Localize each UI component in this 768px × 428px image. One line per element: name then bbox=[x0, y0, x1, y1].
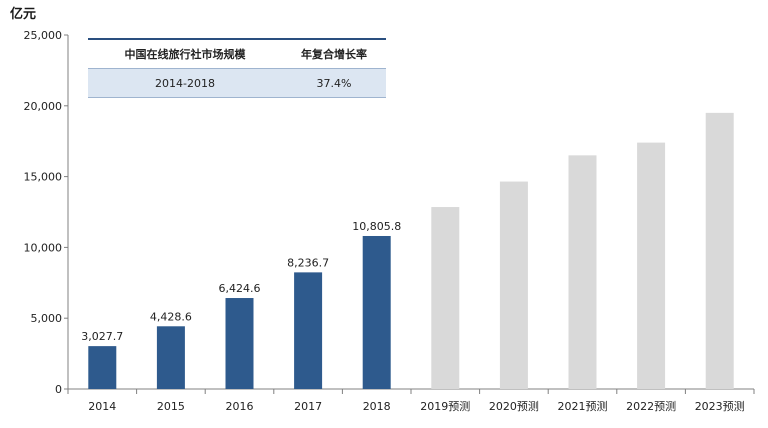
forecast-bar bbox=[705, 112, 734, 389]
actual-bar bbox=[225, 298, 254, 389]
x-category-label: 2021预测 bbox=[558, 400, 608, 413]
bar-data-label: 8,236.7 bbox=[287, 256, 329, 269]
cagr-table: 中国在线旅行社市场规模 年复合增长率 2014-2018 37.4% bbox=[88, 38, 386, 98]
y-tick-label: 10,000 bbox=[24, 241, 63, 254]
x-category-label: 2022预测 bbox=[626, 400, 676, 413]
actual-bar bbox=[88, 346, 117, 389]
x-category-label: 2016 bbox=[226, 400, 254, 413]
cagr-table-row: 2014-2018 37.4% bbox=[88, 68, 386, 98]
y-tick-label: 25,000 bbox=[24, 29, 63, 42]
actual-bar bbox=[294, 272, 323, 389]
forecast-bar bbox=[637, 142, 666, 389]
actual-bar bbox=[156, 326, 185, 389]
bar-data-label: 4,428.6 bbox=[150, 310, 192, 323]
bar-data-label: 3,027.7 bbox=[81, 330, 123, 343]
cagr-header-market-size: 中国在线旅行社市场规模 bbox=[88, 38, 282, 69]
actual-bar bbox=[362, 235, 391, 389]
bar-data-label: 6,424.6 bbox=[219, 282, 261, 295]
x-category-label: 2015 bbox=[157, 400, 185, 413]
cagr-header-growth-rate: 年复合增长率 bbox=[282, 38, 386, 69]
cagr-value-cell: 37.4% bbox=[282, 68, 386, 98]
forecast-bar bbox=[431, 207, 460, 389]
forecast-bar bbox=[568, 155, 597, 389]
y-tick-label: 20,000 bbox=[24, 100, 63, 113]
x-category-label: 2017 bbox=[294, 400, 322, 413]
y-axis-unit-label: 亿元 bbox=[10, 7, 37, 22]
x-category-label: 2014 bbox=[88, 400, 116, 413]
forecast-bar bbox=[499, 181, 528, 389]
y-tick-label: 5,000 bbox=[31, 312, 63, 325]
bar-data-label: 10,805.8 bbox=[352, 220, 401, 233]
cagr-period-cell: 2014-2018 bbox=[88, 68, 282, 98]
x-category-label: 2020预测 bbox=[489, 400, 539, 413]
x-category-label: 2023预测 bbox=[695, 400, 745, 413]
cagr-table-header-row: 中国在线旅行社市场规模 年复合增长率 bbox=[88, 38, 386, 69]
x-category-label: 2018 bbox=[363, 400, 391, 413]
x-category-label: 2019预测 bbox=[420, 400, 470, 413]
y-tick-label: 0 bbox=[55, 383, 62, 396]
y-tick-label: 15,000 bbox=[24, 171, 63, 184]
